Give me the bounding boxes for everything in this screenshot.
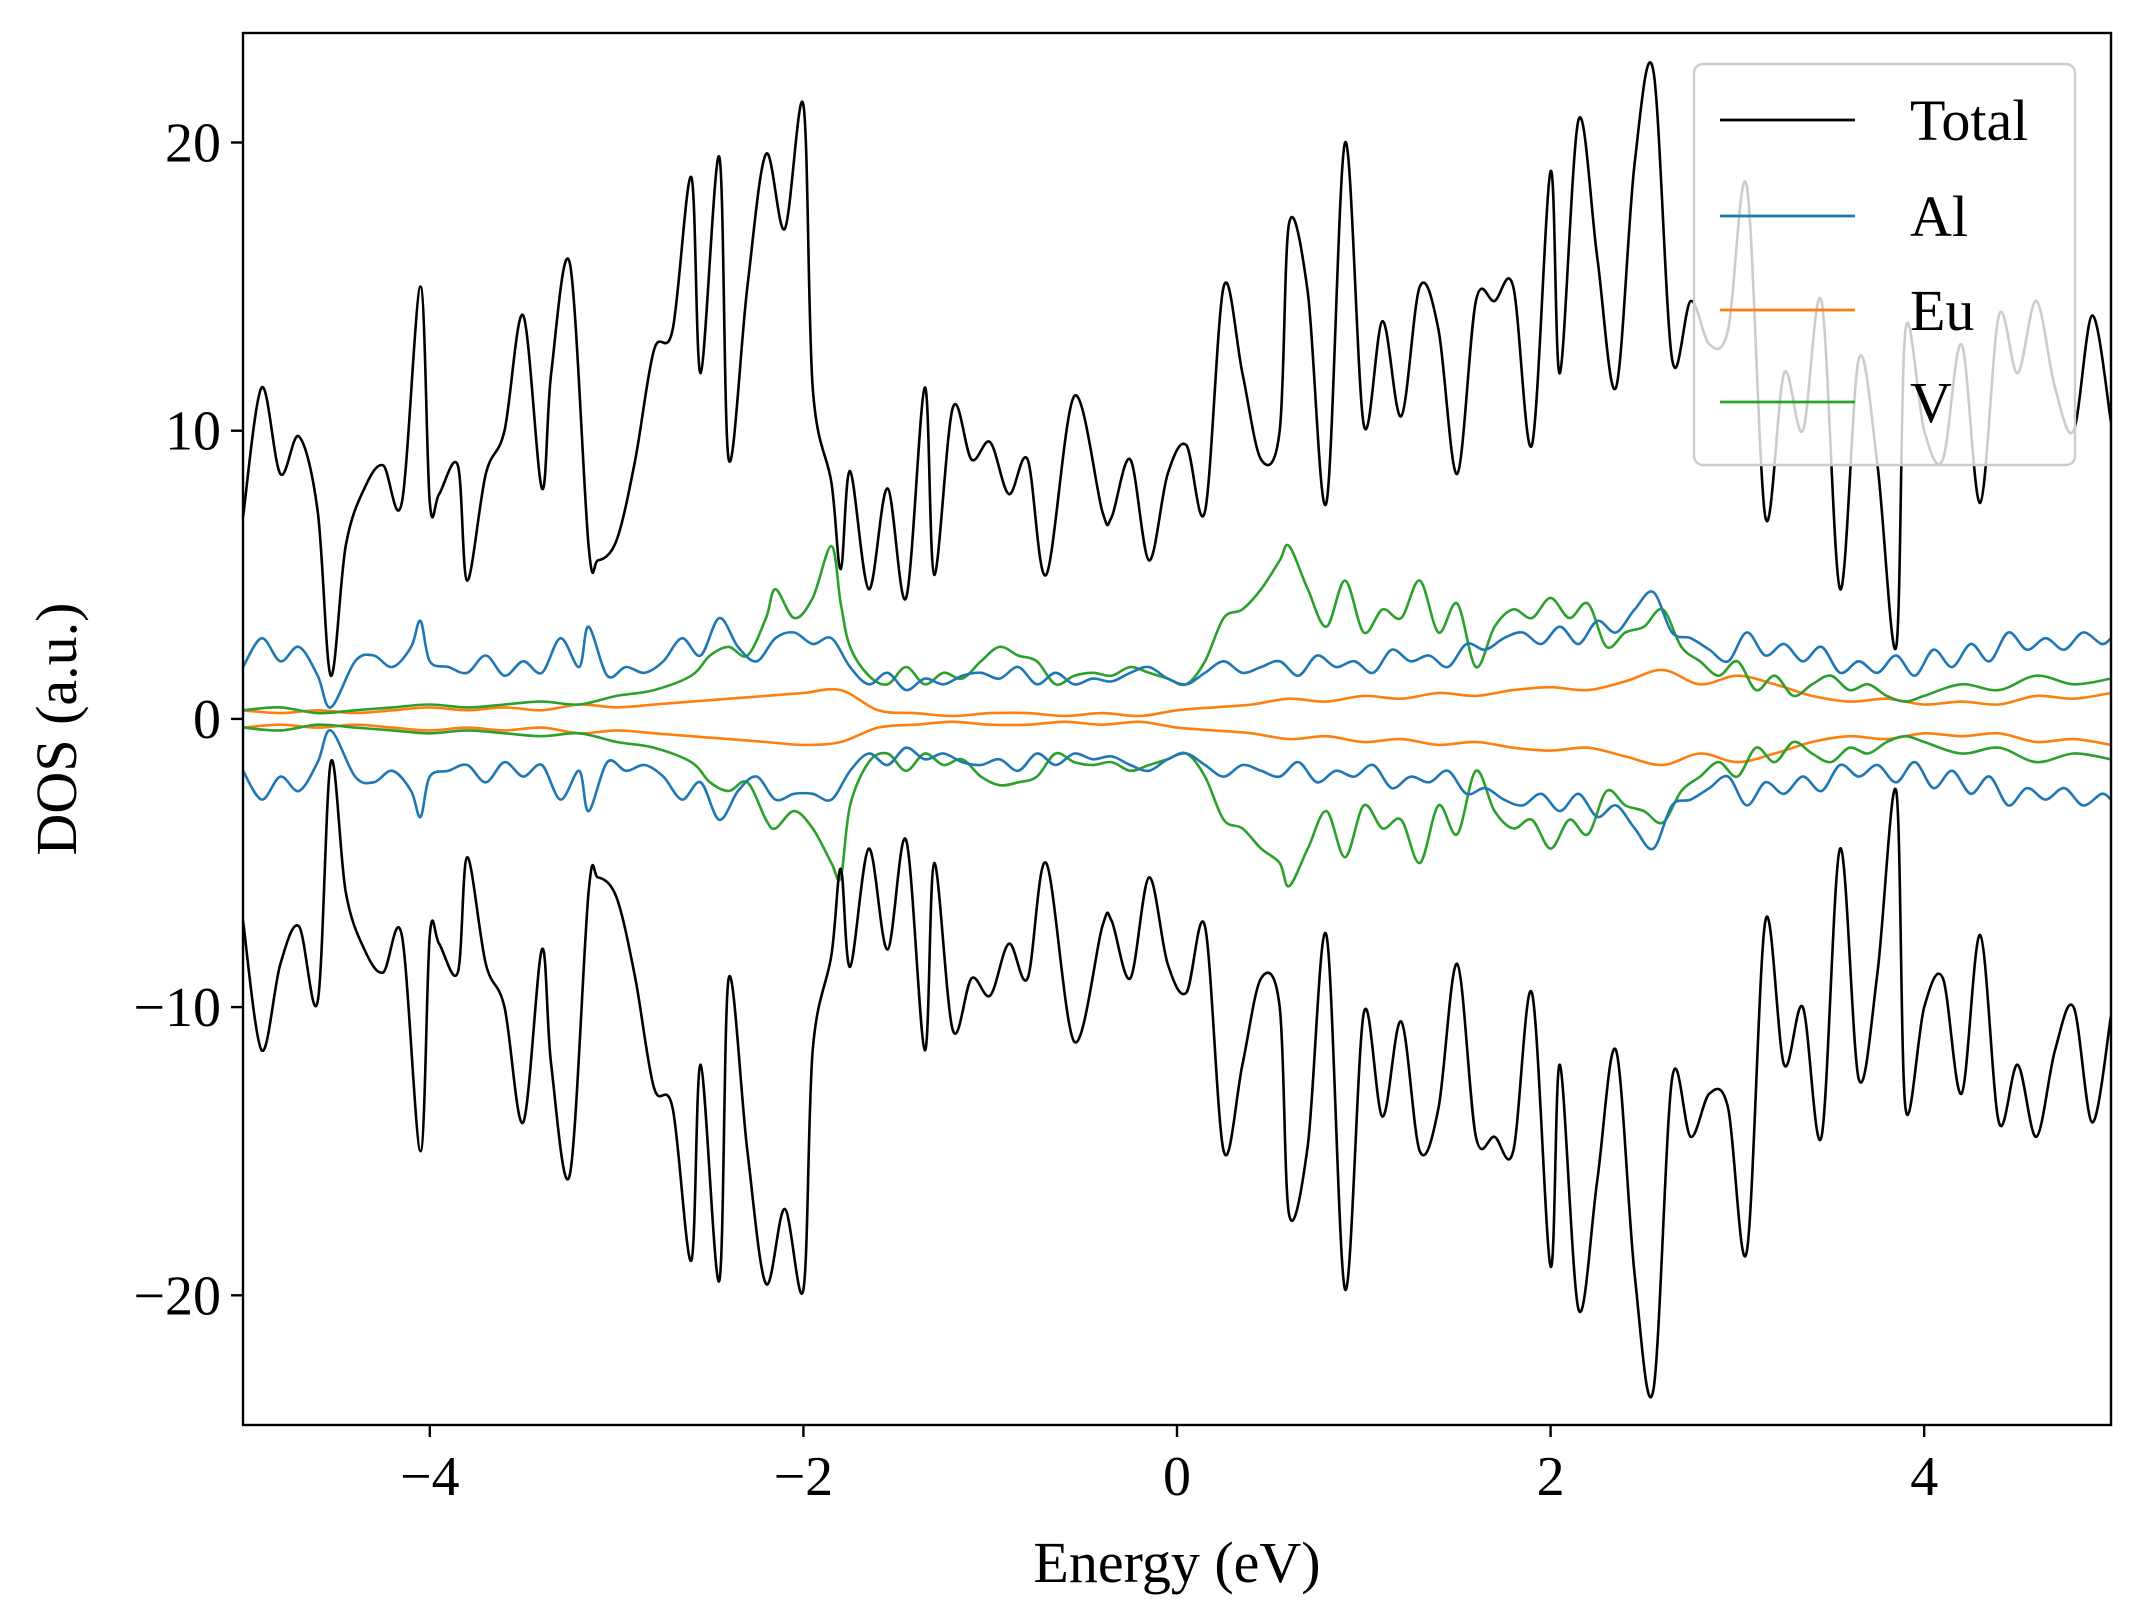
x-axis: −4 −2 0 2 4 (400, 1425, 1938, 1508)
legend-label-al: Al (1910, 184, 1968, 249)
x-tick-label: 0 (1163, 1446, 1191, 1508)
y-tick-label: −20 (133, 1265, 221, 1327)
y-axis: −20 −10 0 10 20 (133, 113, 243, 1327)
y-tick-label: 20 (165, 113, 221, 175)
x-axis-label: Energy (eV) (1033, 1530, 1320, 1595)
x-tick-label: 2 (1537, 1446, 1565, 1508)
y-axis-label: DOS (a.u.) (24, 603, 89, 856)
series-line-v-up (243, 543, 2111, 715)
legend: Total Al Eu V (1692, 62, 2077, 467)
series-line-total-down (243, 758, 2111, 1399)
y-tick-label: 0 (193, 689, 221, 751)
series-line-v-down (243, 723, 2111, 888)
x-tick-label: −2 (774, 1446, 834, 1508)
legend-label-eu: Eu (1910, 278, 1974, 343)
legend-box (1692, 62, 2077, 467)
x-tick-label: −4 (400, 1446, 460, 1508)
series-line-eu-down (243, 720, 2111, 767)
y-tick-label: −10 (133, 977, 221, 1039)
series-layer (243, 61, 2111, 1399)
legend-label-total: Total (1910, 88, 2028, 153)
y-tick-label: 10 (165, 401, 221, 463)
plot-area (241, 31, 2113, 1427)
legend-label-v: V (1910, 370, 1952, 435)
series-line-al-up (243, 590, 2111, 709)
series-line-al-down (243, 729, 2111, 851)
x-tick-label: 4 (1910, 1446, 1938, 1508)
